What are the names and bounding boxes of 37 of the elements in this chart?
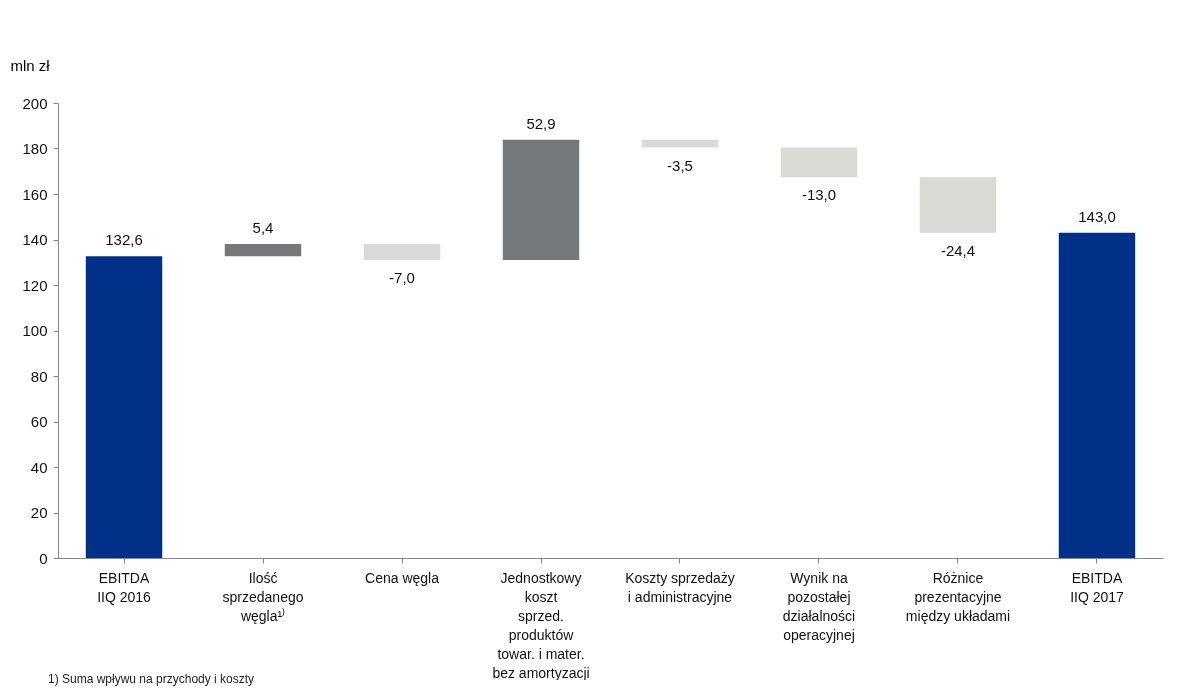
y-tick-label: 0 [39, 549, 48, 567]
x-tick-label: Różnice prezentacyjne między układami [905, 569, 1011, 624]
x-tick-label: Wynik na pozostałej działalności operacyjnej [782, 569, 856, 643]
bar [1058, 232, 1136, 558]
bar [363, 244, 441, 260]
data-label: -24,4 [940, 241, 976, 259]
y-tick-label: 80 [30, 367, 48, 385]
data-label: 143,0 [1078, 207, 1116, 225]
data-label: -7,0 [389, 268, 415, 286]
y-tick-label: 120 [22, 276, 48, 294]
x-tick-label: EBITDA IIQ 2017 [1070, 569, 1125, 605]
data-label: -3,5 [667, 156, 693, 174]
y-tick-label: 100 [22, 322, 48, 339]
y-tick-label: 140 [22, 231, 48, 248]
y-tick-label: 40 [30, 458, 48, 476]
data-label: 132,6 [105, 231, 143, 249]
y-tick-label: 20 [30, 504, 48, 521]
bar [780, 147, 858, 178]
text: 1) Suma wpływu na przychody i koszty [48, 672, 255, 686]
x-tick-label: EBITDA IIQ 2016 [97, 569, 152, 605]
y-tick-label: 60 [30, 413, 48, 430]
x-tick-label: Koszty sprzedaży i administracyjne [625, 569, 735, 605]
data-label: 5,4 [252, 219, 274, 237]
bar [919, 177, 997, 233]
x-tick-label: Ilość sprzedanego węgla¹⁾ [222, 569, 304, 624]
bar [224, 244, 302, 257]
y-tick-label: 160 [22, 185, 48, 203]
bar [502, 139, 580, 260]
bar [641, 139, 719, 148]
y-tick-label: 200 [22, 94, 48, 112]
x-tick-label: Jednostkowy koszt sprzed. produktów towar. i mater. bez amortyzacji [492, 569, 590, 681]
data-label: 52,9 [526, 114, 556, 132]
data-label: -13,0 [801, 186, 837, 204]
y-tick-label: 180 [22, 140, 48, 157]
x-tick-label: Cena węgla [365, 569, 440, 586]
y-axis-title: mln zł [10, 56, 51, 74]
bar [85, 256, 163, 558]
